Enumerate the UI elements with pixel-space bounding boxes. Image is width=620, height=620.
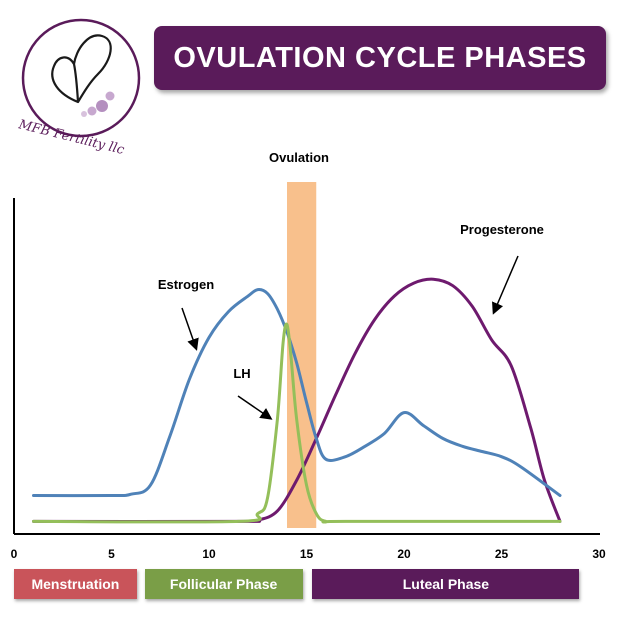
logo-text: MFB Fertility llc <box>18 117 126 158</box>
butterfly-heart-icon <box>51 34 112 104</box>
x-tick-label: 0 <box>11 547 18 561</box>
logo-dot <box>96 100 108 112</box>
logo-dot <box>105 91 115 101</box>
logo-dot <box>81 111 87 117</box>
estrogen-arrow <box>181 307 199 351</box>
x-tick-label: 15 <box>300 547 314 561</box>
logo-ring <box>21 18 141 138</box>
lh-annotation: LH <box>233 366 250 381</box>
progesterone-arrow <box>492 255 519 315</box>
x-tick-label: 20 <box>397 547 411 561</box>
logo-dot <box>87 106 97 116</box>
phase-bar-follicular: Follicular Phase <box>144 569 303 599</box>
phase-label: Menstruation <box>31 576 120 592</box>
x-tick-label: 25 <box>495 547 509 561</box>
ovulation-band-label: Ovulation <box>269 150 329 165</box>
x-tick-label: 10 <box>202 547 216 561</box>
series-line-progesterone <box>32 277 562 523</box>
phase-bar-luteal: Luteal Phase <box>312 569 580 599</box>
mfb-fertility-logo: MFB Fertility llc <box>18 18 141 158</box>
x-tick-label: 5 <box>108 547 115 561</box>
phase-bar-menstruation: Menstruation <box>14 569 137 599</box>
x-tick-label: 30 <box>592 547 606 561</box>
phase-label: Luteal Phase <box>402 576 490 592</box>
page-title: OVULATION CYCLE PHASES <box>173 41 587 74</box>
series-line-estrogen <box>32 288 562 498</box>
phase-label: Follicular Phase <box>169 576 278 592</box>
estrogen-annotation: Estrogen <box>158 277 214 292</box>
series-line-lh <box>32 322 562 524</box>
title-banner: OVULATION CYCLE PHASES <box>154 26 606 90</box>
progesterone-annotation: Progesterone <box>460 222 544 237</box>
lh-arrow <box>237 395 273 420</box>
